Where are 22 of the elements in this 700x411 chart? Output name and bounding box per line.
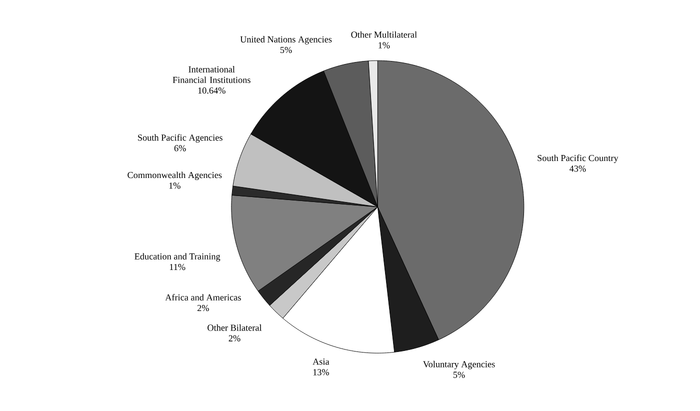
data-label: 1% [169,182,180,189]
slice-label: Voluntary Agencies [423,360,495,370]
slice-label: Other Bilateral [208,324,262,331]
slice-label: Commonwealth Agencies [128,172,222,180]
slice-label: United Nations Agencies [240,36,332,44]
data-label: 11% [170,264,186,270]
slice-label: South Pacific Country [538,154,618,164]
data-label: 10.64% [198,88,226,94]
data-label: 5% [280,46,292,54]
data-label: 1% [378,42,390,48]
slice-label: International Financial Institutions [172,66,250,84]
data-label: 2% [228,335,240,342]
data-label: 5% [453,372,465,378]
slice-label: Africa and Americas [165,294,241,301]
data-label: 2% [197,305,209,312]
slice-label: Asia [312,358,330,365]
slice-label: South Pacific Agencies [138,134,222,143]
slice-label: Other Multilateral [351,31,417,38]
slice-label: Education and Training [134,253,220,262]
data-label: 6% [174,145,186,152]
data-label: 13% [313,369,330,376]
data-label: 43% [570,166,586,172]
